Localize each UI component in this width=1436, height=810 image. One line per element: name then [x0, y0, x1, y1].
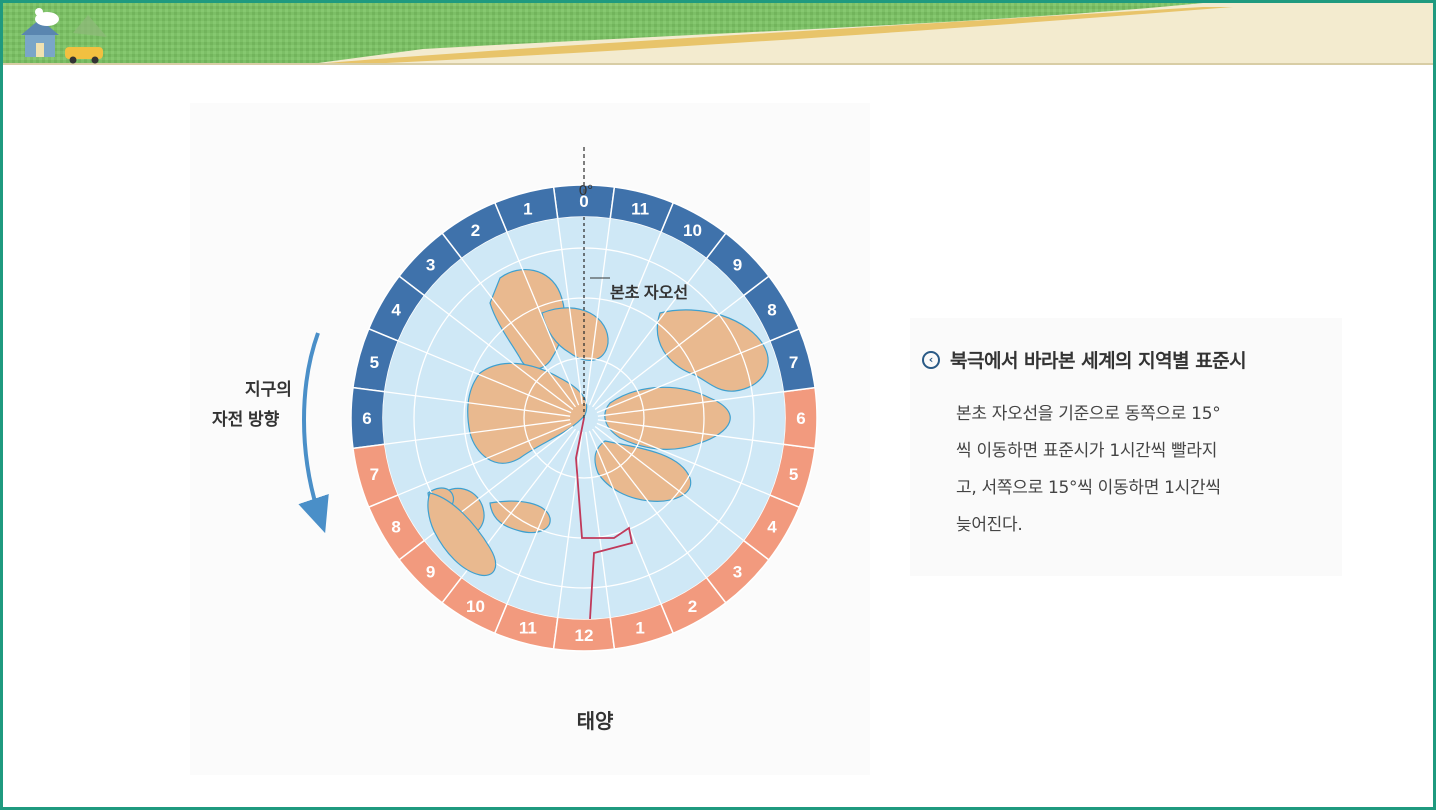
meridian-line [594, 295, 744, 410]
meridian-line [592, 428, 707, 578]
caption-panel: ‹ 북극에서 바라본 세계의 지역별 표준시 본초 자오선을 기준으로 동쪽으로… [910, 318, 1342, 576]
meridian-line [594, 426, 744, 541]
time-zone-number: 7 [370, 465, 379, 484]
time-zone-number: 4 [391, 301, 401, 320]
time-zone-number: 10 [683, 221, 702, 240]
meridian-line [384, 391, 571, 417]
time-zone-number: 0 [579, 192, 588, 211]
meridian-line [585, 218, 611, 405]
meridian-line [384, 419, 571, 445]
meridian-line [461, 258, 576, 408]
chevron-left-circle-icon: ‹ [922, 350, 940, 369]
arctic-islands-land [541, 307, 609, 361]
time-zone-number: 6 [796, 409, 805, 428]
rotation-label-line1: 지구의 [245, 380, 292, 399]
time-zone-number: 10 [466, 597, 485, 616]
meridian-line [506, 430, 580, 604]
time-zone-number: 9 [426, 562, 435, 581]
graticule [384, 217, 784, 618]
time-zone-number: 5 [370, 353, 379, 372]
meridian-line [424, 295, 574, 410]
meridian-line [398, 340, 572, 414]
meridian-line [506, 232, 580, 406]
greenland-land [489, 269, 566, 370]
sun-label: 태양 [577, 710, 614, 733]
meridian-line [596, 340, 770, 414]
meridian-line [596, 422, 770, 496]
africa-australia [427, 492, 497, 577]
time-zone-number: 5 [789, 465, 798, 484]
car-icon [65, 47, 103, 64]
time-zone-number: 4 [767, 518, 777, 537]
meridian-line [557, 218, 583, 405]
rotation-label-line2: 자전 방향 [212, 409, 280, 429]
north-america-land [467, 362, 588, 464]
caption-line: 고, 서쪽으로 15°씩 이동하면 1시간씩 [956, 478, 1221, 498]
meridian-line [585, 431, 611, 618]
rotation-arrow [298, 332, 329, 534]
time-zone-number: 12 [575, 626, 594, 645]
prime-meridian-label: 본초 자오선 [610, 284, 688, 302]
time-zone-number: 1 [635, 619, 644, 638]
meridian-line [597, 419, 784, 445]
continents [427, 269, 769, 536]
caption-line: 씩 이동하면 표준시가 1시간씩 빨라지 [956, 441, 1218, 461]
bird-icon [35, 8, 59, 26]
caption-line: 본초 자오선을 기준으로 동쪽으로 15° [956, 404, 1221, 424]
figure-panel: 0 1 2 3 4 5 6 7 8 9 10 11 12 1 2 3 4 5 6 7 8 9 10 11 지구의 자전 방향 … [190, 103, 870, 775]
time-zone-number: 2 [471, 221, 480, 240]
top-meridian-label: 0° [579, 182, 593, 199]
australia-land [427, 492, 497, 577]
time-zone-number: 7 [789, 353, 798, 372]
meridian-line [557, 431, 583, 618]
time-zone-number: 8 [767, 301, 776, 320]
time-zone-number: 3 [426, 256, 435, 275]
eurasia-land [594, 440, 692, 502]
caption-line: 늦어진다. [956, 515, 1023, 535]
time-zone-number: 11 [631, 199, 649, 218]
time-zone-number: 2 [688, 597, 697, 616]
caption-title: ‹ 북극에서 바라본 세계의 지역별 표준시 [922, 346, 1247, 373]
meridian-line [597, 391, 784, 417]
scandinavia-land [656, 309, 769, 392]
time-zone-number: 8 [391, 518, 400, 537]
date-line [575, 417, 634, 620]
meridian-line [398, 422, 572, 496]
time-zone-number: 6 [362, 409, 371, 428]
meridian-line [588, 430, 662, 604]
house-icon [21, 19, 59, 57]
time-zone-number: 9 [733, 256, 742, 275]
caption-body: 본초 자오선을 기준으로 동쪽으로 15° 씩 이동하면 표준시가 1시간씩 빨… [956, 396, 1336, 544]
time-zone-number: 3 [733, 562, 742, 581]
time-zone-number: 11 [519, 619, 537, 638]
meridian-line [592, 258, 707, 408]
header-banner [3, 3, 1433, 65]
caption-title-text: 북극에서 바라본 세계의 지역별 표준시 [950, 350, 1247, 372]
time-zone-number: 1 [523, 199, 532, 218]
meridian-line [588, 232, 662, 406]
